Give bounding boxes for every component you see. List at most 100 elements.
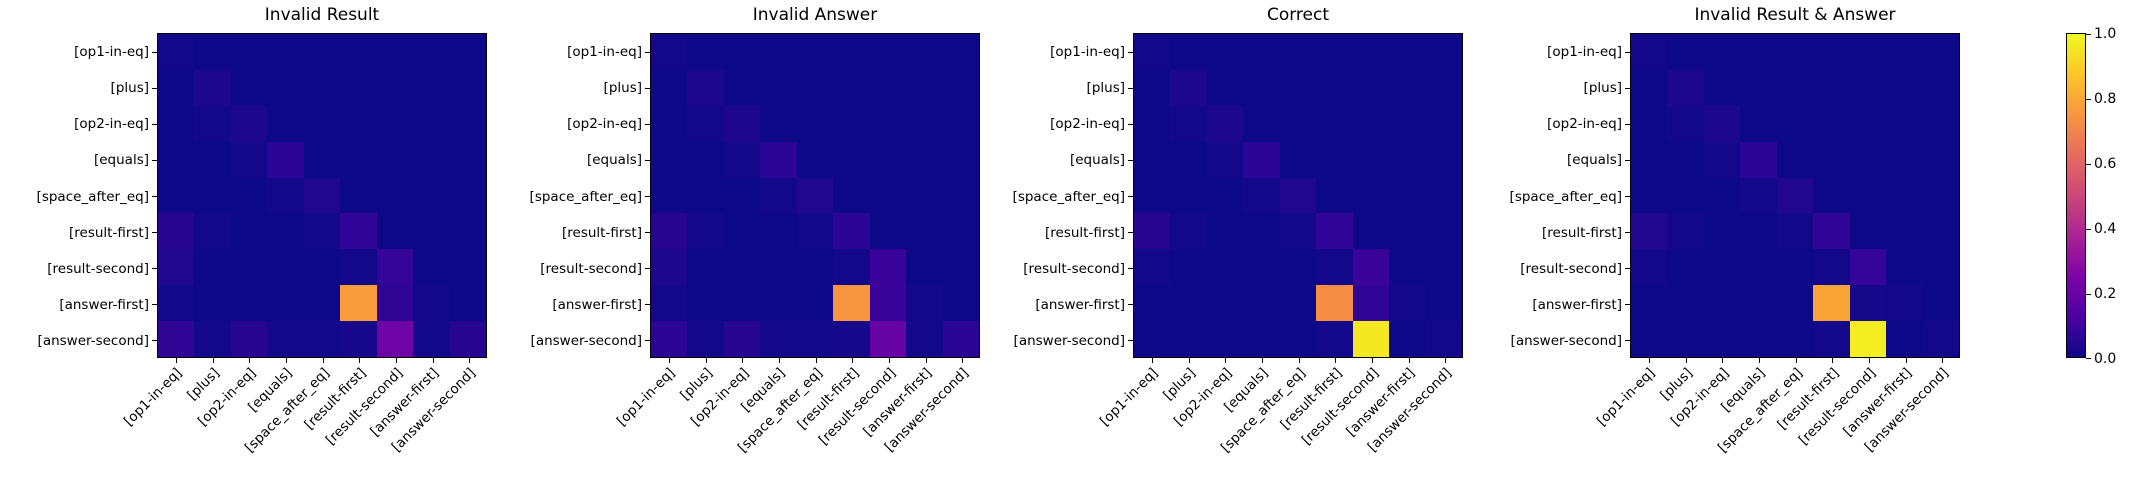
y-tick-label: [op1-in-eq] [567, 44, 642, 61]
heatmap-cell [230, 34, 268, 70]
heatmap-cell [267, 249, 304, 286]
y-tick-label: [answer-first] [59, 296, 149, 313]
heatmap-cell [1813, 285, 1850, 322]
heatmap-cell [303, 141, 341, 178]
heatmap-cell [1243, 177, 1280, 214]
heatmap-cell [303, 249, 341, 286]
heatmap-cell [1776, 213, 1814, 250]
colorbar-tick-label: 0.6 [2094, 156, 2117, 172]
colorbar: 1.0 0.8 0.6 0.4 0.2 0.0 [2066, 26, 2116, 367]
heatmap-cell [1170, 34, 1207, 70]
colorbar-tick-mark [2086, 163, 2091, 165]
panel-title: Invalid Result [264, 5, 380, 25]
heatmap-cell [194, 177, 231, 214]
y-tick-mark [152, 232, 157, 234]
heatmap-cell [413, 141, 450, 178]
x-tick-mark [742, 358, 744, 363]
heatmap-cell [1389, 34, 1426, 70]
y-tick-label: [answer-first] [1035, 296, 1125, 313]
heatmap-cell [340, 177, 377, 214]
y-tick-mark [1625, 51, 1630, 53]
heatmap-grid [651, 34, 979, 357]
heatmap-cell [1849, 321, 1887, 357]
heatmap-cell [1776, 177, 1814, 214]
heatmap-cell [267, 105, 304, 142]
heatmap-cell [1776, 69, 1814, 106]
x-tick-label: [op1-in-eq] [1097, 365, 1162, 430]
heatmap-cell [1631, 34, 1668, 70]
heatmap-cell [869, 285, 907, 322]
heatmap-cell [267, 34, 304, 70]
heatmap-panel-invalid-result-and-answer: Invalid Result & Answer [op1-in-eq] [plus… [1510, 5, 1960, 456]
y-tick-label: [op2-in-eq] [567, 116, 642, 133]
heatmap-cell [723, 285, 761, 322]
heatmap-grid [158, 34, 486, 357]
heatmap-cell [1316, 34, 1353, 70]
heatmap-cell [1389, 249, 1426, 286]
heatmap-cell [1667, 321, 1704, 357]
heatmap-cell [1740, 285, 1777, 322]
heatmap-cell [1243, 213, 1280, 250]
heatmap-cell [760, 105, 797, 142]
heatmap-cell [1849, 213, 1887, 250]
heatmap-cell [906, 321, 943, 357]
heatmap-cell [1352, 285, 1390, 322]
heatmap-cell [376, 321, 414, 357]
heatmap-cell [376, 285, 414, 322]
heatmap-cell [942, 213, 979, 250]
y-tick-mark [645, 51, 650, 53]
y-tick-label: [result-first] [1045, 224, 1125, 241]
y-tick-label: [plus] [1583, 80, 1622, 97]
y-tick-mark [1625, 304, 1630, 306]
heatmap-cell [1170, 321, 1207, 357]
y-tick-mark [1625, 123, 1630, 125]
y-tick-label: [result-first] [1542, 224, 1622, 241]
heatmap-cell [833, 34, 870, 70]
heatmap-cell [1425, 177, 1462, 214]
heatmap-cell [723, 105, 761, 142]
heatmap-cell [723, 34, 761, 70]
y-tick-mark [645, 196, 650, 197]
heatmap-cell [1922, 34, 1959, 70]
heatmap-cell [267, 213, 304, 250]
y-tick-label: [space_after_eq] [36, 188, 149, 205]
heatmap-cell [376, 177, 414, 214]
heatmap-cell [942, 105, 979, 142]
heatmap-cell [760, 321, 797, 357]
heatmap-cell [1776, 249, 1814, 286]
y-tick-label: [answer-first] [552, 296, 642, 313]
heatmap-cell [651, 141, 688, 178]
heatmap-cell [413, 69, 450, 106]
heatmap-cell [449, 285, 486, 322]
heatmap-cell [1776, 34, 1814, 70]
heatmap-cell [1667, 34, 1704, 70]
heatmap-cell [1849, 249, 1887, 286]
heatmap-cell [1631, 141, 1668, 178]
heatmap-cell [1389, 321, 1426, 357]
heatmap-cell [796, 285, 834, 322]
x-tick-mark [1905, 358, 1907, 363]
y-tick-label: [op2-in-eq] [1547, 116, 1622, 133]
x-tick-mark [1151, 358, 1153, 363]
heatmap-cell [340, 34, 377, 70]
heatmap-cell [1206, 34, 1244, 70]
y-tick-mark [645, 268, 650, 270]
heatmap-cell [1740, 213, 1777, 250]
heatmap-cell [1922, 249, 1959, 286]
heatmap-cell [869, 177, 907, 214]
y-tick-label: [answer-second] [1013, 332, 1125, 349]
heatmap-cell [1667, 285, 1704, 322]
heatmap-cell [1425, 69, 1462, 106]
heatmap-cell [906, 105, 943, 142]
heatmap-cell [1631, 69, 1668, 106]
heatmap-cell [376, 69, 414, 106]
heatmap-cell [1922, 213, 1959, 250]
heatmap-cell [158, 213, 195, 250]
y-tick-label: [answer-second] [1510, 332, 1622, 349]
y-tick-label: [equals] [1069, 152, 1125, 169]
heatmap-cell [1389, 141, 1426, 178]
heatmap-cell [1425, 213, 1462, 250]
heatmap-cell [1813, 213, 1850, 250]
heatmap-cell [1703, 69, 1741, 106]
y-tick-label: [equals] [93, 152, 149, 169]
